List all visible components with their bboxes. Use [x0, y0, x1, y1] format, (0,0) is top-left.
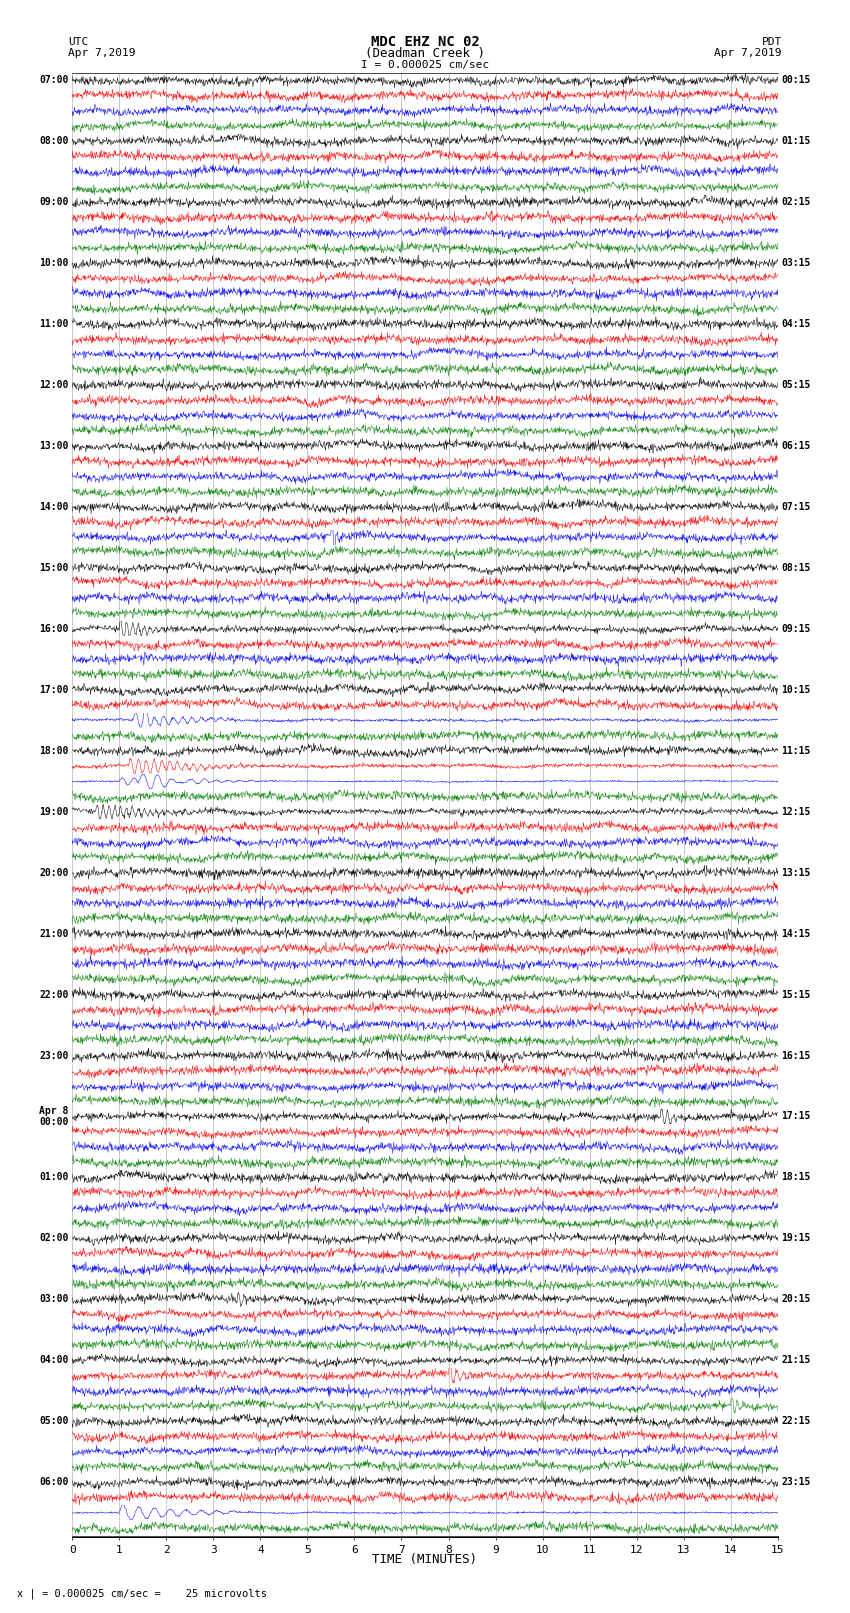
Text: 22:00: 22:00: [39, 989, 69, 1000]
Text: 23:00: 23:00: [39, 1050, 69, 1060]
Text: 11:15: 11:15: [781, 745, 811, 756]
Text: TIME (MINUTES): TIME (MINUTES): [372, 1553, 478, 1566]
Text: 07:15: 07:15: [781, 502, 811, 511]
Text: 03:00: 03:00: [39, 1294, 69, 1305]
Text: PDT: PDT: [762, 37, 782, 47]
Text: 15:15: 15:15: [781, 989, 811, 1000]
Text: Apr 8
00:00: Apr 8 00:00: [39, 1105, 69, 1127]
Text: 02:15: 02:15: [781, 197, 811, 206]
Text: 07:00: 07:00: [39, 76, 69, 85]
Text: 23:15: 23:15: [781, 1478, 811, 1487]
Text: 16:00: 16:00: [39, 624, 69, 634]
Text: 03:15: 03:15: [781, 258, 811, 268]
Text: 09:00: 09:00: [39, 197, 69, 206]
Text: 10:15: 10:15: [781, 686, 811, 695]
Text: 04:15: 04:15: [781, 319, 811, 329]
Text: 01:15: 01:15: [781, 135, 811, 147]
Text: 13:00: 13:00: [39, 440, 69, 452]
Text: 14:00: 14:00: [39, 502, 69, 511]
Text: 18:00: 18:00: [39, 745, 69, 756]
Text: UTC: UTC: [68, 37, 88, 47]
Text: x | = 0.000025 cm/sec =    25 microvolts: x | = 0.000025 cm/sec = 25 microvolts: [17, 1589, 267, 1598]
Text: MDC EHZ NC 02: MDC EHZ NC 02: [371, 35, 479, 48]
Text: 02:00: 02:00: [39, 1234, 69, 1244]
Text: 06:00: 06:00: [39, 1478, 69, 1487]
Text: 21:00: 21:00: [39, 929, 69, 939]
Text: 13:15: 13:15: [781, 868, 811, 877]
Text: I = 0.000025 cm/sec: I = 0.000025 cm/sec: [361, 60, 489, 69]
Text: 15:00: 15:00: [39, 563, 69, 573]
Text: 12:15: 12:15: [781, 806, 811, 816]
Text: 17:15: 17:15: [781, 1111, 811, 1121]
Text: 19:00: 19:00: [39, 806, 69, 816]
Text: 16:15: 16:15: [781, 1050, 811, 1060]
Text: 17:00: 17:00: [39, 686, 69, 695]
Text: 21:15: 21:15: [781, 1355, 811, 1365]
Text: 19:15: 19:15: [781, 1234, 811, 1244]
Text: 08:00: 08:00: [39, 135, 69, 147]
Text: 05:00: 05:00: [39, 1416, 69, 1426]
Text: 00:15: 00:15: [781, 76, 811, 85]
Text: (Deadman Creek ): (Deadman Creek ): [365, 47, 485, 60]
Text: 06:15: 06:15: [781, 440, 811, 452]
Text: 11:00: 11:00: [39, 319, 69, 329]
Text: 10:00: 10:00: [39, 258, 69, 268]
Text: Apr 7,2019: Apr 7,2019: [68, 48, 135, 58]
Text: 14:15: 14:15: [781, 929, 811, 939]
Text: 09:15: 09:15: [781, 624, 811, 634]
Text: 18:15: 18:15: [781, 1173, 811, 1182]
Text: Apr 7,2019: Apr 7,2019: [715, 48, 782, 58]
Text: 04:00: 04:00: [39, 1355, 69, 1365]
Text: 01:00: 01:00: [39, 1173, 69, 1182]
Text: 20:15: 20:15: [781, 1294, 811, 1305]
Text: 08:15: 08:15: [781, 563, 811, 573]
Text: 12:00: 12:00: [39, 381, 69, 390]
Text: 22:15: 22:15: [781, 1416, 811, 1426]
Text: 05:15: 05:15: [781, 381, 811, 390]
Text: 20:00: 20:00: [39, 868, 69, 877]
